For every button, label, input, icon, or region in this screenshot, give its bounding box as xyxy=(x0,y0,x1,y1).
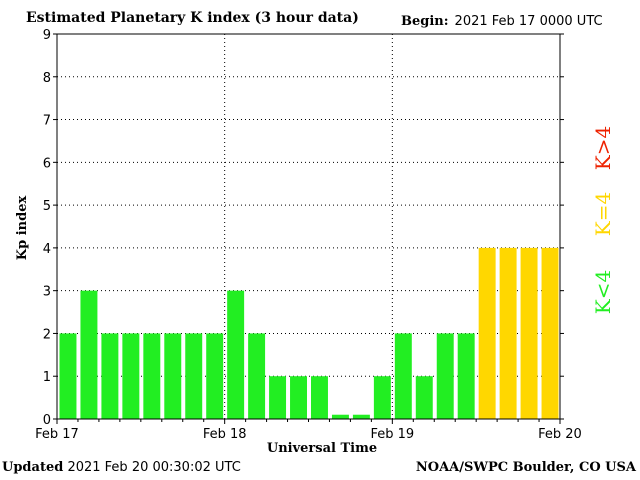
kp-bar xyxy=(499,247,517,419)
kp-bar xyxy=(290,376,307,419)
kp-bar xyxy=(436,333,454,419)
legend-below-4: K<4 xyxy=(591,270,615,314)
grid-lines xyxy=(57,34,560,419)
x-axis-title: Universal Time xyxy=(267,441,377,456)
kp-bar xyxy=(164,333,182,419)
y-tick-label: 7 xyxy=(43,114,51,129)
y-tick-label: 6 xyxy=(43,156,51,171)
y-tick-label: 9 xyxy=(43,28,51,43)
x-tick-label: Feb 19 xyxy=(370,427,414,442)
y-ticks: 0 1 2 3 4 5 6 7 8 9 xyxy=(43,28,564,428)
bars xyxy=(59,247,559,419)
begin-label: Begin: xyxy=(401,14,449,29)
kp-bar xyxy=(269,376,287,419)
x-tick-label: Feb 17 xyxy=(35,427,79,442)
updated-label: Updated xyxy=(2,460,64,475)
kp-bar xyxy=(373,376,391,419)
chart-title: Estimated Planetary K index (3 hour data… xyxy=(26,10,359,26)
y-axis-title: Kp index xyxy=(15,196,30,261)
x-tick-label: Feb 18 xyxy=(203,427,247,442)
kp-bar xyxy=(143,333,161,419)
x-ticks: Feb 17 Feb 18 Feb 19 Feb 20 xyxy=(35,419,582,442)
kp-bar xyxy=(541,247,559,419)
kp-bar xyxy=(206,333,224,419)
kp-bar xyxy=(415,376,433,419)
kp-bar xyxy=(122,333,140,419)
legend-above-4: K>4 xyxy=(591,126,615,170)
legend: K<4 K=4 K>4 xyxy=(591,126,615,314)
kp-bar xyxy=(457,333,475,419)
x-tick-label: Feb 20 xyxy=(538,427,582,442)
kp-bar xyxy=(478,247,496,419)
kp-bar xyxy=(185,333,203,419)
begin-time: Begin: 2021 Feb 17 0000 UTC xyxy=(401,14,603,29)
kp-bar xyxy=(352,414,370,419)
kp-bar xyxy=(394,333,412,419)
y-tick-label: 5 xyxy=(43,199,51,214)
legend-equal-4: K=4 xyxy=(591,192,615,236)
begin-value: 2021 Feb 17 0000 UTC xyxy=(454,14,603,29)
kp-bar xyxy=(101,333,119,419)
kp-bar xyxy=(331,414,349,419)
updated-value: 2021 Feb 20 00:30:02 UTC xyxy=(67,460,241,475)
y-tick-label: 4 xyxy=(43,242,51,257)
y-tick-label: 2 xyxy=(43,327,51,342)
data-source: NOAA/SWPC Boulder, CO USA xyxy=(415,460,636,475)
kp-bar xyxy=(227,290,245,419)
kp-bar xyxy=(59,333,77,419)
y-tick-label: 1 xyxy=(43,370,51,385)
kp-bar xyxy=(248,333,266,419)
y-tick-label: 8 xyxy=(43,71,51,86)
kp-bar xyxy=(80,290,98,419)
y-tick-label: 3 xyxy=(43,285,51,300)
kp-bar xyxy=(311,376,328,419)
updated-timestamp: Updated 2021 Feb 20 00:30:02 UTC xyxy=(2,460,241,475)
y-tick-label: 0 xyxy=(43,413,51,428)
kp-bar xyxy=(520,247,538,419)
